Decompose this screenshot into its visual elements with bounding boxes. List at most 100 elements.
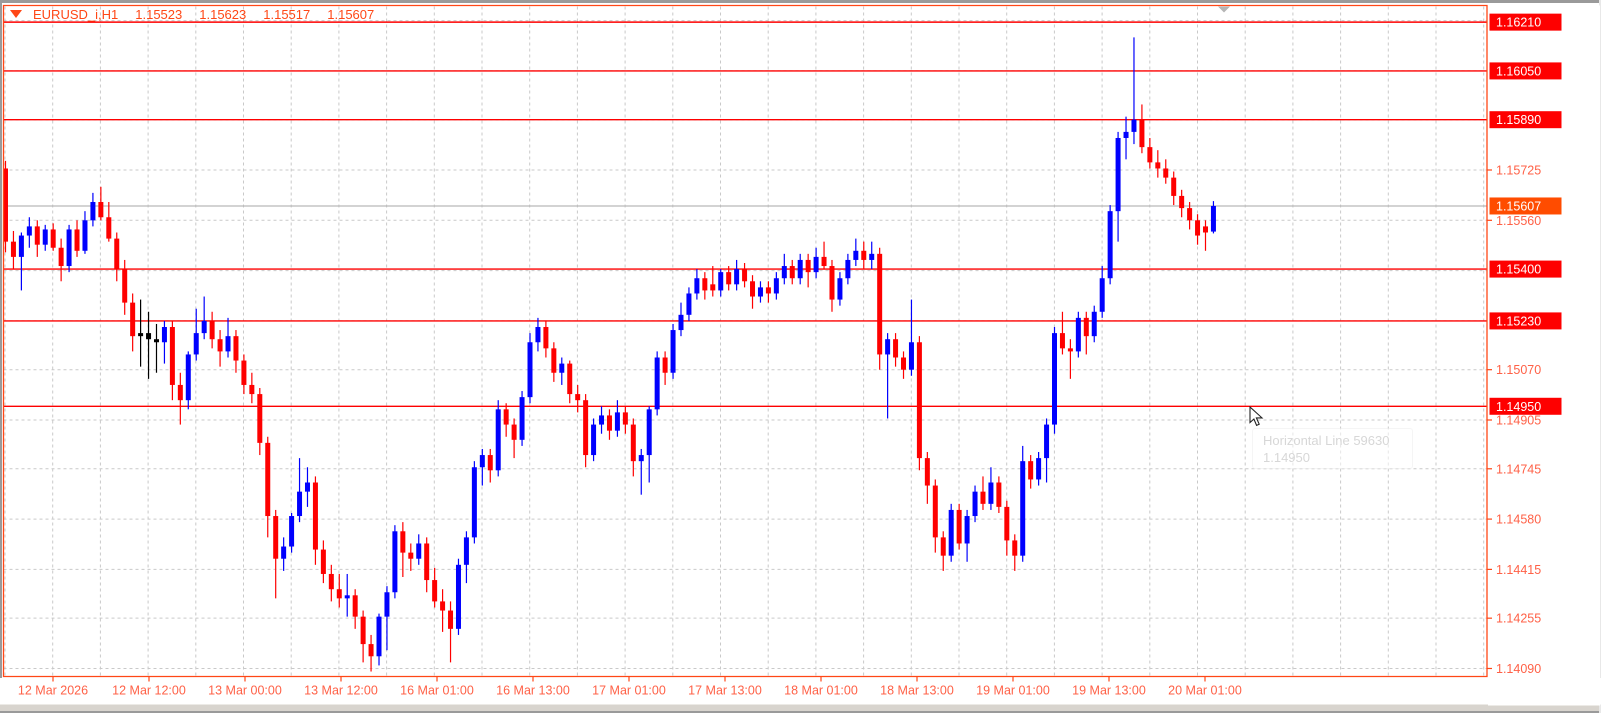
candle-body <box>765 287 771 294</box>
price-tick-label: 1.15070 <box>1496 363 1541 377</box>
candle-body <box>1075 317 1081 352</box>
candle-body <box>1044 424 1050 459</box>
candle-body <box>463 537 469 565</box>
candle-body <box>90 202 96 221</box>
candle-body <box>567 363 573 395</box>
candle-body <box>10 241 16 257</box>
ohlc-low: 1.15517 <box>263 6 311 22</box>
candle-body <box>869 253 875 260</box>
window-edge-bottom[interactable] <box>0 703 1601 711</box>
price-tick-label: 1.14415 <box>1496 563 1541 577</box>
candle-body <box>1099 278 1105 312</box>
candle-body <box>1036 458 1042 480</box>
candle-body <box>1147 147 1153 163</box>
candle-body <box>996 482 1002 507</box>
candle-body <box>352 595 358 617</box>
candle-body <box>916 342 922 459</box>
hline-price-badge-label: 1.14950 <box>1496 400 1541 414</box>
mouse-cursor-icon <box>1249 406 1264 427</box>
candle-body <box>1091 311 1097 337</box>
symbol-dropdown-icon[interactable] <box>10 10 22 18</box>
candle-body <box>1012 540 1018 556</box>
candle-body <box>678 314 684 331</box>
candle-body <box>789 266 795 279</box>
bid-price-badge <box>1489 197 1562 215</box>
candle-body <box>622 412 628 425</box>
candle-body <box>1171 177 1177 196</box>
candle-body <box>432 580 438 602</box>
candle-body <box>662 357 668 373</box>
candle-body <box>130 302 136 337</box>
candle-body <box>344 595 350 599</box>
hline-price-badge <box>1489 312 1562 330</box>
time-tick-label: 12 Mar 12:00 <box>112 684 186 698</box>
candle-body <box>861 250 867 260</box>
price-tick-label: 1.14090 <box>1496 662 1541 676</box>
candle-body <box>829 266 835 300</box>
candle-body <box>1163 168 1169 178</box>
candle-body <box>813 256 819 273</box>
candle-body <box>1004 506 1010 541</box>
price-tick-label: 1.14580 <box>1496 513 1541 527</box>
candle-body <box>424 543 430 581</box>
candle-body <box>710 284 716 291</box>
price-tick-label: 1.14255 <box>1496 612 1541 626</box>
candle-body <box>702 278 708 291</box>
price-axis[interactable] <box>1488 5 1600 706</box>
candle-body <box>805 259 811 273</box>
chart-frame <box>2 4 1488 678</box>
hline-price-badge <box>1489 13 1562 31</box>
candle-body <box>503 409 509 425</box>
time-tick-label: 18 Mar 13:00 <box>880 684 954 698</box>
candle-body <box>901 357 907 370</box>
candle-body <box>177 384 183 401</box>
candle-body <box>106 217 112 239</box>
candle-body <box>408 552 414 559</box>
time-axis[interactable] <box>0 678 1601 705</box>
candle-body <box>559 363 565 373</box>
candle-body <box>1139 119 1145 148</box>
ohlc-close: 1.15607 <box>327 6 375 22</box>
candle-body <box>583 400 589 456</box>
candle-body <box>400 531 406 553</box>
candle-body <box>606 415 612 431</box>
candle-body <box>161 327 167 343</box>
candle-body <box>932 485 938 538</box>
candle-body <box>718 272 724 291</box>
candle-body <box>368 644 374 657</box>
candle-body <box>734 269 740 285</box>
price-tick-label: 1.15560 <box>1496 214 1541 228</box>
candle-body <box>98 202 104 218</box>
candle-body <box>591 424 597 456</box>
candle-body <box>320 549 326 574</box>
candle-body <box>249 384 255 395</box>
candle-body <box>527 342 533 398</box>
ohlc-high: 1.15623 <box>199 6 247 22</box>
time-tick-label: 16 Mar 01:00 <box>400 684 474 698</box>
candle-body <box>924 458 930 486</box>
candle-body <box>225 336 231 352</box>
candle-body <box>58 247 64 267</box>
candle-body <box>273 516 279 559</box>
candle-body <box>670 330 676 373</box>
chart-shift-marker-icon[interactable] <box>1218 6 1230 13</box>
candle-body <box>1210 205 1216 232</box>
candle-body <box>384 592 390 617</box>
candle-body <box>416 543 422 559</box>
candle-body <box>1131 119 1137 132</box>
hline-price-badge-label: 1.15400 <box>1496 263 1541 277</box>
candle-body <box>146 333 152 340</box>
candle-body <box>1115 137 1121 212</box>
candle-body <box>122 269 128 303</box>
candle-body <box>1067 348 1073 352</box>
hline-price-badge-label: 1.15890 <box>1496 113 1541 127</box>
candle-body <box>797 259 803 279</box>
candle-body <box>265 442 271 517</box>
time-tick-label: 13 Mar 00:00 <box>208 684 282 698</box>
hline-price-badge-label: 1.16210 <box>1496 16 1541 30</box>
candle-body <box>3 168 8 242</box>
time-tick-label: 19 Mar 13:00 <box>1072 684 1146 698</box>
time-tick-label: 17 Mar 13:00 <box>688 684 762 698</box>
